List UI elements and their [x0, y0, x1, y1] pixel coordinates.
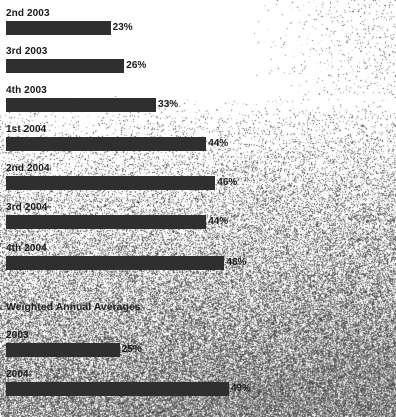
value-label: 44% — [208, 216, 229, 227]
value-label: 48% — [226, 257, 247, 268]
bar-4th-2003 — [6, 98, 157, 112]
category-label: 3rd 2004 — [6, 202, 48, 213]
bar-4th-2004 — [6, 256, 225, 270]
value-label: 44% — [208, 138, 229, 149]
category-label: 1st 2004 — [6, 124, 47, 135]
bar-3rd-2003 — [6, 59, 125, 73]
value-label: 49% — [230, 383, 251, 394]
bar-2003 — [6, 343, 120, 357]
value-label: 25% — [121, 344, 142, 355]
category-label: 2nd 2003 — [6, 8, 50, 19]
value-label: 46% — [217, 177, 238, 188]
category-label: 4th 2004 — [6, 243, 47, 254]
bar-1st-2004 — [6, 137, 207, 151]
bar-2nd-2003 — [6, 21, 111, 35]
bar-2004 — [6, 382, 229, 396]
value-label: 23% — [112, 22, 133, 33]
value-label: 33% — [158, 99, 179, 110]
category-label: 2004 — [6, 369, 29, 380]
bar-3rd-2004 — [6, 215, 207, 229]
category-label: 4th 2003 — [6, 85, 47, 96]
category-label: 2nd 2004 — [6, 163, 50, 174]
bar-2nd-2004 — [6, 176, 216, 190]
category-label: 2003 — [6, 330, 29, 341]
annual-averages-title: Weighted Annual Averages — [6, 301, 141, 313]
category-label: 3rd 2003 — [6, 46, 48, 57]
value-label: 26% — [126, 60, 147, 71]
